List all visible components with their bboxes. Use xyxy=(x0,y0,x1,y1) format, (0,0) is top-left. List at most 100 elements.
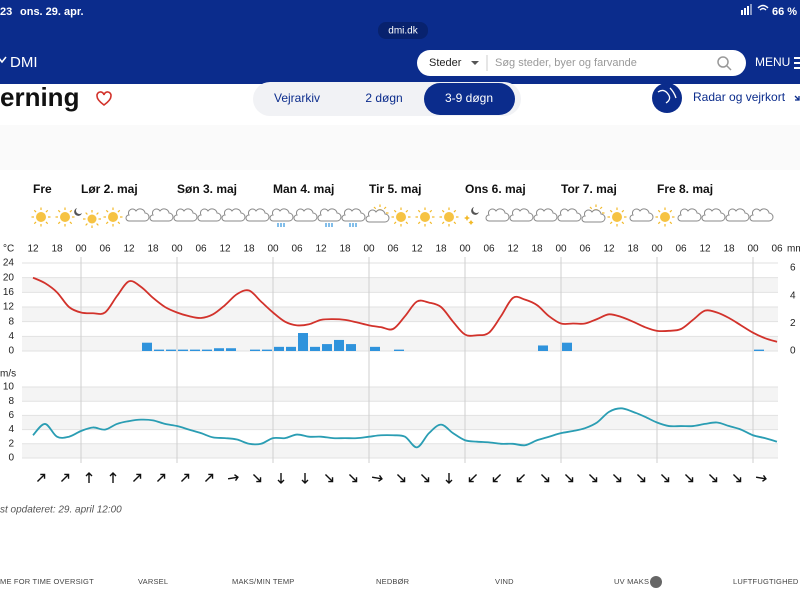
footer-column[interactable]: VARSEL xyxy=(138,577,168,586)
x-tick-label: 00 xyxy=(555,244,567,255)
sun-ray xyxy=(429,221,433,225)
weather-icon xyxy=(701,208,726,222)
chart-card xyxy=(0,170,800,495)
x-tick-label: 00 xyxy=(459,244,471,255)
y-tick-label: 8 xyxy=(8,396,14,407)
cloud xyxy=(629,208,654,222)
tab[interactable]: 3-9 døgn xyxy=(445,91,493,105)
y2-tick-label: 0 xyxy=(790,346,796,357)
menu-icon[interactable] xyxy=(794,57,800,69)
radar-globe[interactable] xyxy=(652,83,682,113)
cloud xyxy=(125,208,150,222)
sun xyxy=(87,214,97,224)
day-label: Man 4. maj xyxy=(273,182,334,196)
wind-arrow xyxy=(180,473,190,483)
sun xyxy=(612,212,622,222)
x-tick-label: 06 xyxy=(771,244,783,255)
data-line xyxy=(32,276,778,343)
sun xyxy=(444,212,454,222)
weather-icon xyxy=(293,208,318,222)
stars xyxy=(464,215,474,225)
weather-icon xyxy=(677,208,702,222)
precip-bar xyxy=(538,345,548,351)
wind-arrow xyxy=(660,473,670,483)
cloud xyxy=(197,208,222,222)
sun-ray xyxy=(669,209,673,213)
precip-bar xyxy=(346,344,356,351)
sun-ray xyxy=(45,209,49,213)
cloud xyxy=(293,208,318,222)
footer-column[interactable]: VIND xyxy=(495,577,514,586)
x-tick-label: 06 xyxy=(195,244,207,255)
rain xyxy=(349,223,357,227)
favorite-icon[interactable] xyxy=(96,91,112,106)
status-date: ons. 29. apr. xyxy=(20,6,84,18)
y-tick-label: 24 xyxy=(3,258,15,269)
x-tick-label: 12 xyxy=(315,244,327,255)
y-tick-label: 8 xyxy=(8,316,14,327)
wind-arrow xyxy=(324,473,334,483)
day-label: Lør 2. maj xyxy=(81,182,138,196)
menu[interactable]: MENU xyxy=(755,55,790,69)
y-tick-label: 16 xyxy=(3,287,15,298)
footer-column[interactable]: UV MAKS xyxy=(614,577,649,586)
tab[interactable]: Vejrarkiv xyxy=(274,91,320,105)
sun-ray xyxy=(441,221,445,225)
weather-icon xyxy=(533,208,558,222)
footer-column[interactable]: NEDBØR xyxy=(376,577,410,586)
footer-column[interactable]: ME FOR TIME OVERSIGT xyxy=(0,577,94,586)
precip-bar xyxy=(202,349,212,351)
sun xyxy=(420,212,430,222)
weather-icon xyxy=(74,208,101,228)
x-tick-label: 00 xyxy=(651,244,663,255)
weather-icon xyxy=(317,208,342,227)
y-axis-label: °C xyxy=(3,244,14,255)
wind-arrow xyxy=(156,473,166,483)
tab[interactable]: 2 døgn xyxy=(365,91,402,105)
wind-arrow xyxy=(60,473,70,483)
grid-band xyxy=(22,307,778,322)
x-tick-label: 18 xyxy=(147,244,159,255)
sun-ray xyxy=(96,223,99,226)
search-icon[interactable] xyxy=(717,56,732,71)
wind-arrow xyxy=(588,473,598,483)
x-tick-label: 06 xyxy=(99,244,111,255)
cloud xyxy=(149,208,174,222)
info-icon[interactable] xyxy=(650,576,662,588)
weather-icon xyxy=(725,208,750,222)
cloud xyxy=(677,208,702,222)
sun-ray xyxy=(441,209,445,213)
x-tick-label: 06 xyxy=(483,244,495,255)
sun xyxy=(660,212,670,222)
logo[interactable]: DMI xyxy=(10,54,38,71)
search-box[interactable] xyxy=(417,50,746,76)
footer-column[interactable]: LUFTFUGTIGHED xyxy=(733,577,799,586)
sun-ray xyxy=(105,209,109,213)
wind-arrow xyxy=(252,473,262,483)
status-time: 23 xyxy=(0,6,12,18)
search-placeholder[interactable]: Søg steder, byer og farvande xyxy=(495,57,637,69)
wind-arrow xyxy=(132,473,142,483)
footer-column[interactable]: MAKS/MIN TEMP xyxy=(232,577,294,586)
precip-bar xyxy=(754,349,764,351)
precip-bar xyxy=(190,349,200,351)
tab-active-bg xyxy=(424,83,515,115)
search-scope[interactable]: Steder xyxy=(429,57,462,69)
weather-icon xyxy=(341,208,366,227)
sun-ray xyxy=(405,221,409,225)
x-tick-label: 18 xyxy=(435,244,447,255)
data-line xyxy=(32,407,778,449)
day-label: Fre 8. maj xyxy=(657,182,713,196)
sun-ray xyxy=(33,221,37,225)
battery: 66 % xyxy=(772,6,797,18)
weather-icon xyxy=(607,207,627,227)
wind-arrow xyxy=(204,473,214,483)
radar-link[interactable]: Radar og vejrkort xyxy=(693,90,786,104)
y-tick-label: 10 xyxy=(3,382,15,393)
rain xyxy=(325,223,333,227)
wind-arrow xyxy=(371,474,383,482)
sun-ray xyxy=(57,221,61,225)
weather-icon xyxy=(655,207,675,227)
